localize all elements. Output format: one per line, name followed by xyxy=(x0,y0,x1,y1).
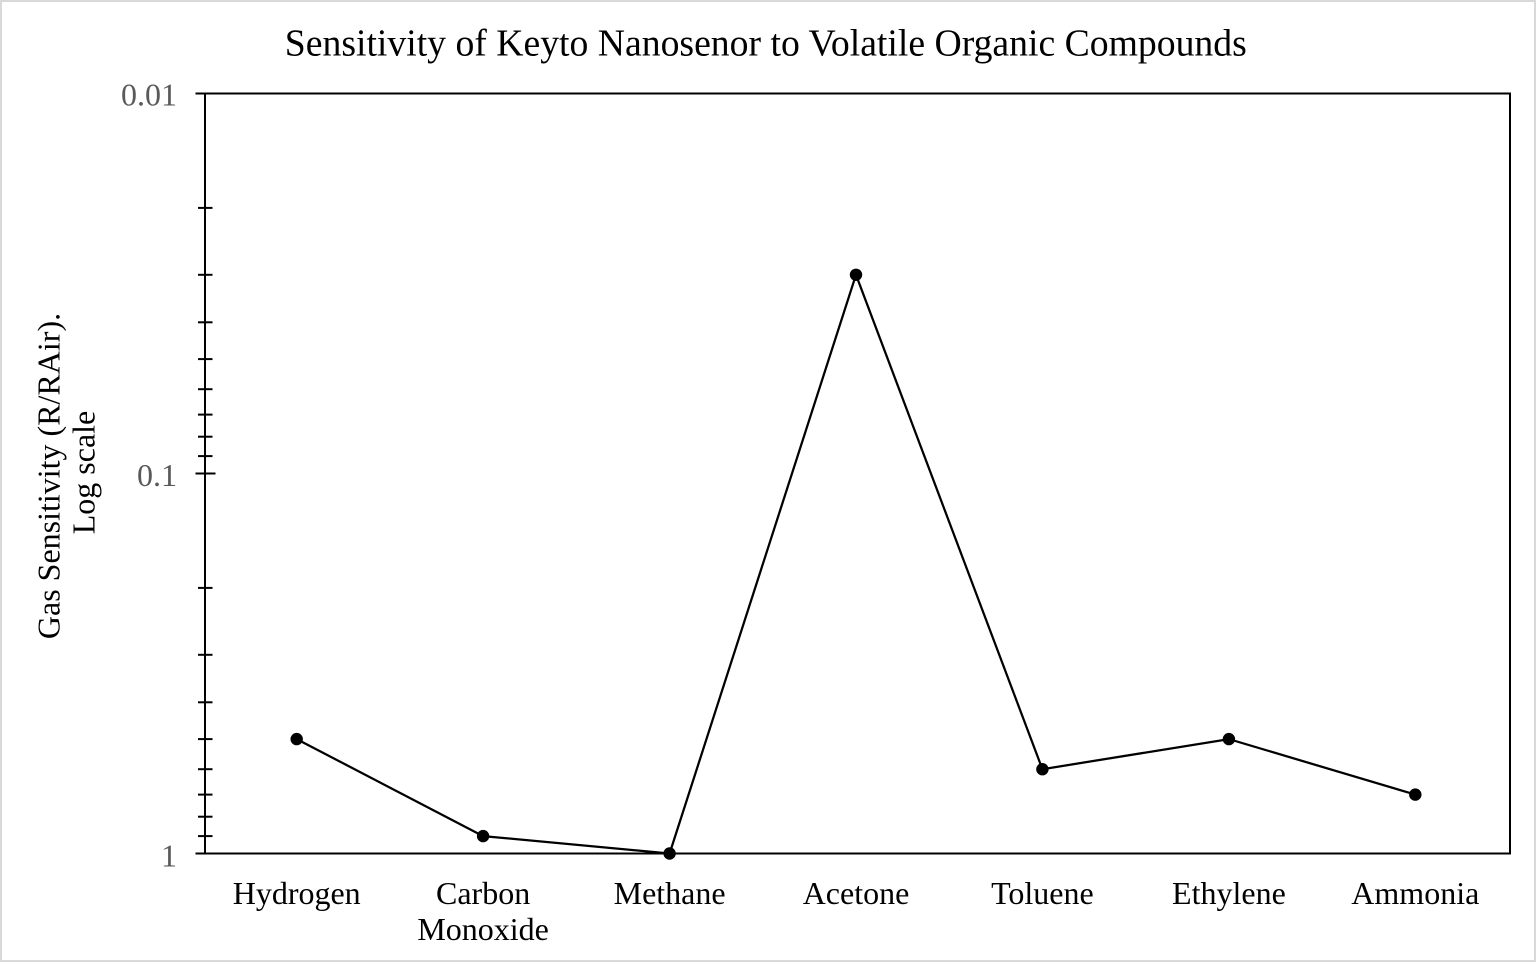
svg-text:0.1: 0.1 xyxy=(137,457,177,493)
svg-text:Monoxide: Monoxide xyxy=(417,911,549,947)
svg-text:Carbon: Carbon xyxy=(436,875,530,911)
svg-text:Ammonia: Ammonia xyxy=(1351,875,1479,911)
svg-text:0.01: 0.01 xyxy=(121,77,177,113)
svg-text:Sensitivity of Keyto Nanosenor: Sensitivity of Keyto Nanosenor to Volati… xyxy=(285,23,1247,65)
svg-text:Methane: Methane xyxy=(614,875,726,911)
svg-text:1: 1 xyxy=(161,838,177,874)
svg-text:Hydrogen: Hydrogen xyxy=(233,875,361,911)
svg-text:Toluene: Toluene xyxy=(991,875,1094,911)
svg-text:Log scale: Log scale xyxy=(66,411,102,535)
svg-text:Acetone: Acetone xyxy=(803,875,910,911)
svg-text:Ethylene: Ethylene xyxy=(1172,875,1286,911)
svg-text:Gas Sensitivity (R/RAir).: Gas Sensitivity (R/RAir). xyxy=(31,313,67,639)
